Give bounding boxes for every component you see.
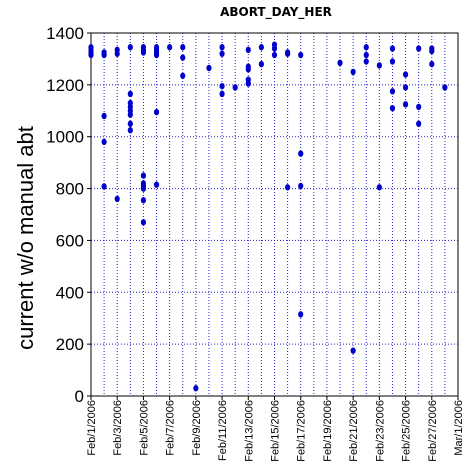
x-tick-label: Feb/25/2006 <box>401 400 413 462</box>
x-tick-label: Feb/9/2006 <box>191 400 203 456</box>
y-tick-label: 0 <box>75 387 84 406</box>
data-point <box>245 46 251 54</box>
data-point <box>429 47 435 55</box>
data-point <box>193 385 199 392</box>
x-tick-label: Feb/17/2006 <box>296 400 308 462</box>
data-point <box>127 90 133 98</box>
chart-title: ABORT_DAY_HER <box>220 5 332 20</box>
data-point <box>350 347 356 354</box>
data-point <box>363 44 369 51</box>
x-tick-label: Feb/27/2006 <box>427 400 439 462</box>
x-tick-label: Feb/13/2006 <box>243 400 255 462</box>
data-point <box>114 50 120 57</box>
y-tick-label: 1000 <box>46 128 84 147</box>
data-point <box>298 51 304 59</box>
data-point <box>140 49 147 56</box>
data-point <box>350 68 356 76</box>
data-point <box>206 64 212 72</box>
y-tick-label: 800 <box>56 180 84 199</box>
x-tick-label: Feb/19/2006 <box>322 400 334 462</box>
data-point <box>219 50 225 57</box>
data-point <box>153 181 160 188</box>
data-point <box>127 44 133 51</box>
data-point <box>416 45 422 52</box>
data-point <box>337 59 343 67</box>
data-point <box>101 138 107 146</box>
data-point <box>232 84 238 91</box>
data-point <box>389 88 396 95</box>
data-point <box>219 82 225 90</box>
axes <box>87 32 459 400</box>
data-point <box>219 44 225 51</box>
data-point <box>101 112 107 120</box>
data-point <box>127 120 133 127</box>
data-point <box>402 84 409 91</box>
y-tick-label: 400 <box>56 283 84 302</box>
data-point <box>376 62 382 69</box>
data-point <box>140 185 147 192</box>
data-point <box>429 60 435 68</box>
data-point <box>363 58 369 65</box>
data-point <box>101 51 107 59</box>
x-tick-label: Feb/1/2006 <box>86 400 98 456</box>
data-point <box>88 51 94 59</box>
x-tick-label: Mar/1/2006 <box>453 400 465 456</box>
data-point <box>245 80 251 87</box>
data-point <box>258 60 264 68</box>
data-point <box>416 103 422 111</box>
y-tick-labels: 0 200 400 600 800 1000 1200 1400 <box>46 24 84 406</box>
data-point <box>285 184 291 191</box>
x-tick-label: Feb/7/2006 <box>165 400 177 456</box>
data-point <box>298 182 304 190</box>
data-point <box>180 44 186 51</box>
data-point <box>258 44 264 51</box>
data-point <box>101 183 107 190</box>
data-point <box>153 108 160 116</box>
x-tick-label: Feb/3/2006 <box>112 400 124 456</box>
data-point <box>271 45 278 52</box>
data-point <box>127 127 133 134</box>
y-tick-label: 200 <box>56 335 84 354</box>
x-tick-labels: Feb/1/2006 Feb/3/2006 Feb/5/2006 Feb/7/2006… <box>86 400 465 462</box>
data-point <box>442 84 448 91</box>
x-tick-label: Feb/23/2006 <box>374 400 386 462</box>
data-point <box>402 101 409 108</box>
data-point <box>389 58 396 65</box>
data-point <box>180 54 186 61</box>
y-axis-label: current w/o manual abt <box>13 126 38 350</box>
data-point <box>140 219 147 226</box>
grid <box>91 33 458 396</box>
data-point <box>402 71 409 78</box>
y-tick-label: 1200 <box>46 76 84 95</box>
x-tick-label: Feb/11/2006 <box>217 400 229 461</box>
data-points <box>88 41 448 392</box>
data-point <box>114 195 120 203</box>
data-point <box>245 66 251 73</box>
y-tick-label: 1400 <box>46 24 84 43</box>
data-point <box>416 120 422 127</box>
data-point <box>376 184 382 191</box>
data-point <box>363 51 369 59</box>
data-point <box>389 45 396 52</box>
data-point <box>271 51 278 59</box>
y-tick-label: 600 <box>56 231 84 250</box>
data-point <box>127 111 133 118</box>
x-tick-label: Feb/5/2006 <box>138 400 150 456</box>
x-tick-label: Feb/15/2006 <box>270 400 282 462</box>
data-point <box>153 51 160 59</box>
data-point <box>140 172 147 179</box>
data-point <box>285 50 291 57</box>
data-point <box>298 150 304 157</box>
data-point <box>167 44 173 51</box>
x-tick-label: Feb/21/2006 <box>348 400 360 462</box>
data-point <box>140 197 147 204</box>
data-point <box>180 72 186 79</box>
data-point <box>298 311 304 318</box>
data-point <box>389 104 396 112</box>
data-point <box>219 90 225 98</box>
